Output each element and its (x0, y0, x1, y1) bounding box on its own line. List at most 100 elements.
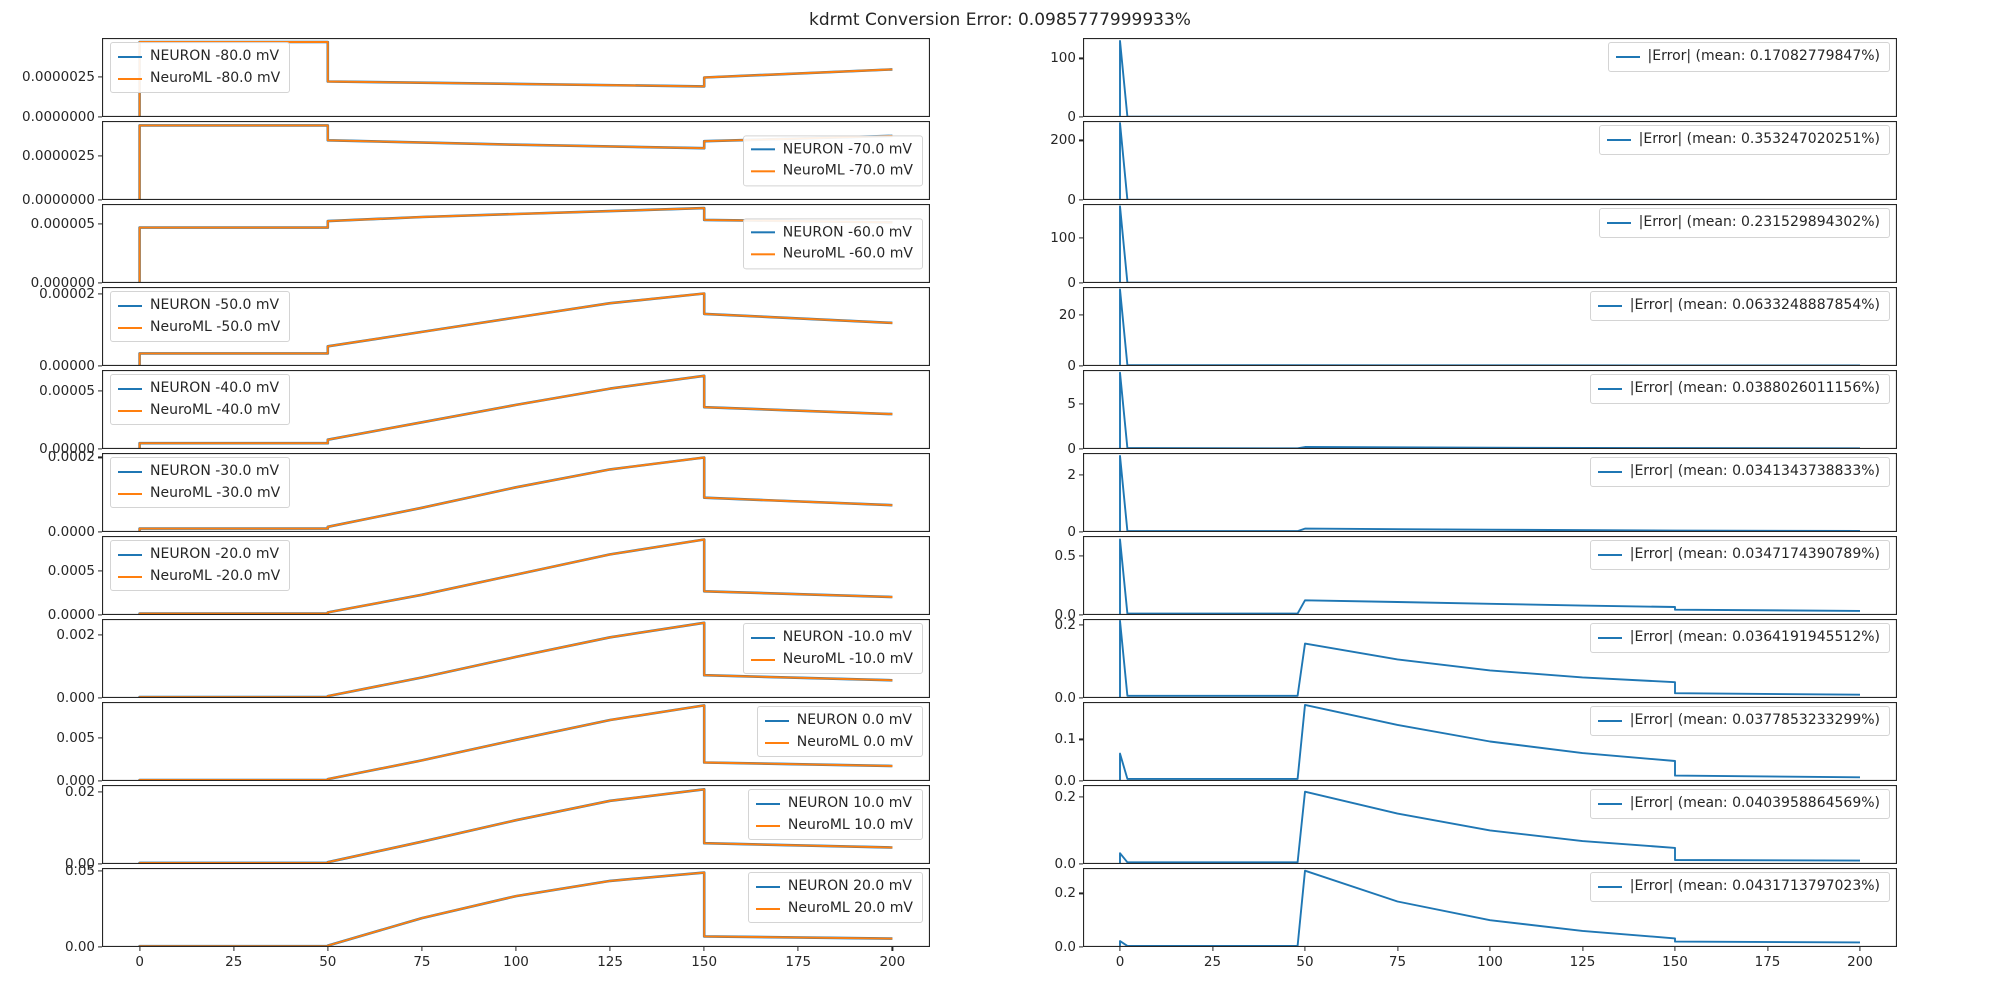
legend-entry-label: |Error| (mean: 0.0347174390789%) (1629, 546, 1880, 562)
y-axis-tick-label: 100 (1050, 50, 1076, 67)
legend-entry: |Error| (mean: 0.0364191945512%) (1597, 627, 1880, 649)
legend-entry: NEURON -20.0 mV (118, 544, 280, 566)
plot-area-left-row4 (102, 287, 930, 366)
y-axis-tick-mark (98, 116, 102, 118)
legend-line-swatch (1606, 221, 1631, 224)
legend-right-row8: |Error| (mean: 0.0364191945512%) (1589, 623, 1890, 653)
plot-area-left-row3 (102, 204, 930, 283)
y-axis-tick-mark (1079, 531, 1083, 533)
legend-left-row10: NEURON 10.0 mV NeuroML 10.0 mV (747, 789, 923, 841)
y-axis-tick-mark (1079, 199, 1083, 201)
legend-left-row3: NEURON -60.0 mV NeuroML -60.0 mV (742, 217, 923, 270)
y-axis-tick-mark (98, 870, 102, 872)
y-axis-tick-mark (1079, 282, 1083, 284)
y-axis-tick-label: 0.0000025 (21, 68, 95, 85)
legend-right-row6: |Error| (mean: 0.0341343738833%) (1589, 457, 1890, 487)
x-axis-tick-label: 175 (785, 954, 812, 970)
axes-spine (102, 38, 930, 117)
y-axis-tick-mark (98, 223, 102, 225)
legend-line-swatch (750, 148, 775, 151)
legend-line-swatch (1597, 470, 1622, 473)
y-axis-tick-mark (1079, 780, 1083, 782)
axes-spine (102, 785, 930, 864)
y-axis-tick-label: 20 (1058, 307, 1076, 324)
legend-right-row4: |Error| (mean: 0.0633248887854%) (1589, 291, 1890, 321)
y-axis-tick-mark (1079, 892, 1083, 895)
legend-left-row2: NEURON -70.0 mV NeuroML -70.0 mV (742, 134, 923, 187)
subplot-right-row9: 0.1 0.0 |Error| (mean: 0.0377853233299%) (1055, 702, 1897, 789)
legend-entry: NeuroML -70.0 mV (750, 161, 913, 183)
plot-area-right-row7 (1083, 536, 1897, 615)
y-axis-tick-label: 0.00 (64, 856, 95, 872)
legend-line-swatch (750, 170, 775, 173)
legend-entry-label: |Error| (mean: 0.0403958864569%) (1629, 795, 1880, 811)
subplot-right-row7: 0.5 0.0 |Error| (mean: 0.0347174390789%) (1055, 536, 1897, 623)
legend-line-swatch (1597, 636, 1622, 639)
plot-area-right-row5 (1083, 370, 1897, 449)
y-axis-tick-mark (98, 634, 102, 636)
legend-entry-label: NeuroML 20.0 mV (787, 899, 913, 916)
plot-area-left-row2 (102, 121, 930, 200)
y-axis-tick-label: 0 (1067, 192, 1076, 208)
subplot-right-row2: 200 0 |Error| (mean: 0.353247020251%) (1050, 121, 1897, 208)
plot-area-right-row6 (1083, 453, 1897, 532)
series-line-neuroml--60.0-mv (138, 207, 893, 283)
plot-area-left-row10 (102, 785, 930, 864)
legend-entry: |Error| (mean: 0.0403958864569%) (1597, 793, 1880, 815)
legend-entry: NeuroML 10.0 mV (755, 815, 913, 837)
y-axis-tick-label: 0.05 (64, 863, 95, 880)
legend-entry: NeuroML -10.0 mV (750, 649, 913, 671)
y-axis-tick-label: 0.0000 (47, 524, 95, 540)
y-axis-tick-mark (1079, 448, 1083, 450)
legend-entry-label: |Error| (mean: 0.0388026011156%) (1629, 380, 1880, 396)
y-axis-tick-mark (98, 946, 102, 948)
series-line-neuroml--20.0-mv (138, 538, 893, 615)
legend-entry-label: |Error| (mean: 0.353247020251%) (1638, 131, 1880, 147)
legend-line-swatch (750, 636, 775, 639)
y-axis-tick-mark (1079, 473, 1083, 476)
axes-spine (102, 287, 930, 366)
legend-entry-label: NeuroML -50.0 mV (150, 318, 281, 335)
y-axis-tick-label: 0.000 (56, 690, 95, 706)
y-axis-tick-label: 0.1 (1054, 731, 1076, 748)
y-axis-tick-mark (98, 863, 102, 865)
x-axis-tick-label: 200 (879, 954, 906, 970)
y-axis-tick-mark (98, 282, 102, 284)
series-line--error-mean-0.0364191945512- (1119, 619, 1861, 698)
y-axis-tick-label: 0 (1067, 524, 1076, 540)
legend-line-swatch (118, 387, 142, 390)
legend-entry: |Error| (mean: 0.231529894302%) (1606, 212, 1880, 234)
legend-right-row5: |Error| (mean: 0.0388026011156%) (1589, 374, 1890, 404)
legend-line-swatch (118, 77, 142, 80)
plot-area-left-row6 (102, 453, 930, 532)
legend-line-swatch (1597, 885, 1622, 888)
subplot-right-row6: 2 0 |Error| (mean: 0.0341343738833%) (1067, 453, 1897, 540)
x-axis-tick-label: 100 (503, 954, 529, 970)
x-axis-tick-label: 175 (1754, 954, 1781, 970)
axes-spine (1083, 619, 1897, 698)
legend-entry: NEURON 10.0 mV (755, 793, 913, 815)
x-axis-tick-label: 100 (1477, 954, 1503, 970)
legend-entry-label: NeuroML -20.0 mV (150, 567, 281, 584)
y-axis-tick-label: 5 (1067, 396, 1076, 413)
legend-entry-label: |Error| (mean: 0.17082779847%) (1647, 48, 1880, 64)
plot-area-right-row3 (1083, 204, 1897, 283)
y-axis-tick-label: 0.0 (1054, 939, 1076, 955)
legend-line-swatch (764, 719, 789, 722)
subplot-right-row10: 0.2 0.0 |Error| (mean: 0.0403958864569%) (1055, 785, 1897, 872)
legend-entry-label: NeuroML 10.0 mV (787, 816, 913, 833)
legend-entry-label: NEURON -60.0 mV (782, 223, 912, 240)
series-line--error-mean-0.0347174390789- (1119, 538, 1861, 615)
x-axis-tick-mark (1766, 947, 1769, 951)
y-axis-tick-label: 0 (1067, 358, 1076, 374)
legend-entry: NeuroML 20.0 mV (755, 898, 913, 920)
x-axis-tick-mark (1489, 947, 1491, 951)
legend-right-row2: |Error| (mean: 0.353247020251%) (1598, 125, 1890, 155)
legend-entry: |Error| (mean: 0.0633248887854%) (1597, 295, 1880, 317)
y-axis-tick-mark (98, 456, 102, 459)
axes-spine (1083, 287, 1897, 366)
legend-right-row11: |Error| (mean: 0.0431713797023%) (1589, 872, 1890, 902)
legend-right-row9: |Error| (mean: 0.0377853233299%) (1589, 706, 1890, 736)
y-axis-tick-label: 0.0000000 (21, 192, 95, 208)
plot-area-right-row4 (1083, 287, 1897, 366)
